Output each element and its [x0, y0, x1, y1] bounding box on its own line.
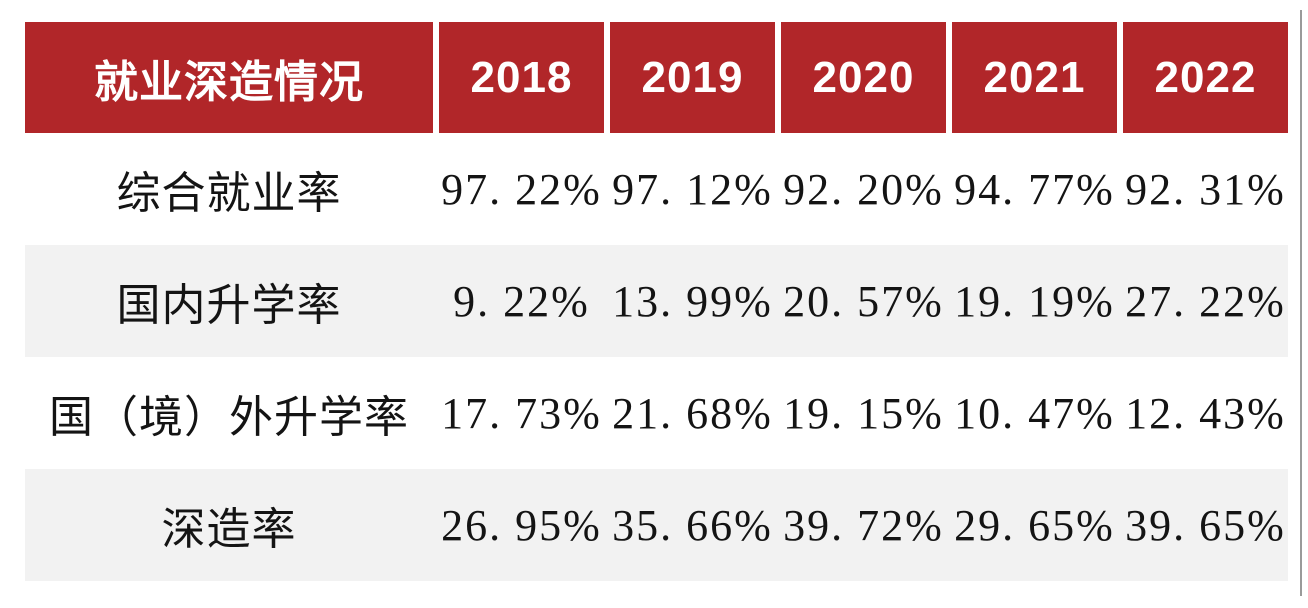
cell-value: 97. 12% — [612, 164, 773, 214]
cell-value: 94. 77% — [954, 164, 1115, 214]
row-label: 国（境）外升学率 — [49, 393, 409, 442]
table-row-domestic-further-study-rate: 国内升学率 9. 22% 13. 99% 20. 57% 19. 19% 27.… — [25, 245, 1288, 357]
row-label: 深造率 — [161, 505, 297, 554]
cell-value: 92. 31% — [1125, 164, 1286, 214]
employment-table: 就业深造情况 2018 2019 2020 2021 2022 综合就业率 97… — [25, 22, 1288, 581]
cell-value: 97. 22% — [441, 164, 602, 214]
header-year-2021: 2021 — [952, 22, 1117, 133]
table-row-further-study-rate: 深造率 26. 95% 35. 66% 39. 72% 29. 65% 39. … — [25, 469, 1288, 581]
cell-value: 9. 22% — [453, 276, 590, 326]
header-year-2020: 2020 — [781, 22, 946, 133]
table-title-cell: 就业深造情况 — [25, 22, 433, 133]
cell-value: 20. 57% — [783, 276, 944, 326]
table-title: 就业深造情况 — [94, 57, 364, 107]
cell-value: 26. 95% — [441, 500, 602, 550]
cell-value: 27. 22% — [1125, 276, 1286, 326]
cell-value: 39. 72% — [783, 500, 944, 550]
header-year-2022: 2022 — [1123, 22, 1288, 133]
cell-value: 35. 66% — [612, 500, 773, 550]
cell-value: 13. 99% — [612, 276, 773, 326]
table-row-overseas-further-study-rate: 国（境）外升学率 17. 73% 21. 68% 19. 15% 10. 47%… — [25, 357, 1288, 469]
header-year-2019: 2019 — [610, 22, 775, 133]
header-year-2018: 2018 — [439, 22, 604, 133]
cell-value: 17. 73% — [441, 388, 602, 438]
cell-value: 29. 65% — [954, 500, 1115, 550]
cell-value: 19. 15% — [783, 388, 944, 438]
table-header-row: 就业深造情况 2018 2019 2020 2021 2022 — [25, 22, 1288, 133]
cell-value: 39. 65% — [1125, 500, 1286, 550]
cell-value: 10. 47% — [954, 388, 1115, 438]
table-row-overall-employment-rate: 综合就业率 97. 22% 97. 12% 92. 20% 94. 77% 92… — [25, 133, 1288, 245]
cell-value: 19. 19% — [954, 276, 1115, 326]
row-label: 综合就业率 — [116, 169, 342, 218]
cell-value: 92. 20% — [783, 164, 944, 214]
cell-value: 21. 68% — [612, 388, 773, 438]
window-edge-line — [1300, 10, 1302, 596]
row-label: 国内升学率 — [116, 281, 342, 330]
cell-value: 12. 43% — [1125, 388, 1286, 438]
